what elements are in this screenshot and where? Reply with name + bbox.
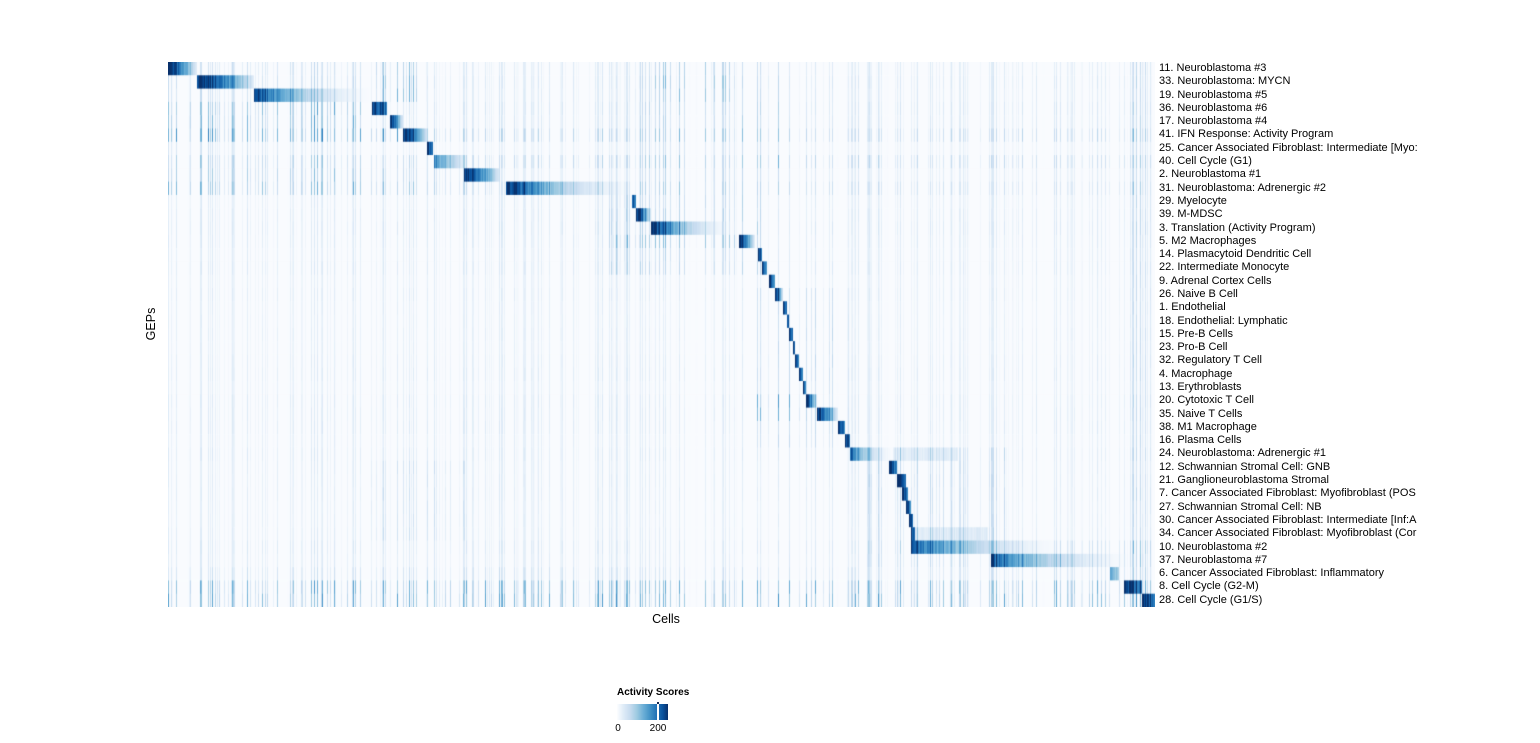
legend-title: Activity Scores: [617, 687, 690, 698]
legend-tick-nub: [657, 702, 659, 705]
row-label: 40. Cell Cycle (G1): [1159, 155, 1252, 168]
row-label: 28. Cell Cycle (G1/S): [1159, 593, 1263, 606]
row-label: 8. Cell Cycle (G2-M): [1159, 580, 1259, 593]
row-label: 4. Macrophage: [1159, 367, 1233, 380]
row-label: 34. Cancer Associated Fibroblast: Myofib…: [1159, 527, 1417, 540]
legend-max-label: 200: [649, 723, 667, 734]
row-label: 11. Neuroblastoma #3: [1159, 62, 1267, 74]
row-label: 32. Regulatory T Cell: [1159, 354, 1262, 367]
row-label: 31. Neuroblastoma: Adrenergic #2: [1159, 181, 1326, 194]
row-label-axis: 11. Neuroblastoma #3 33. Neuroblastoma: M…: [1159, 62, 1540, 607]
heatmap-canvas: [168, 62, 1155, 607]
row-label: 7. Cancer Associated Fibroblast: Myofibr…: [1159, 487, 1416, 500]
row-label: 21. Ganglioneuroblastoma Stromal: [1159, 474, 1329, 487]
row-label: 39. M-MDSC: [1159, 208, 1223, 221]
row-label: 36. Neuroblastoma #6: [1159, 101, 1268, 114]
row-label: 2. Neuroblastoma #1: [1159, 168, 1262, 181]
row-label: 16. Plasma Cells: [1159, 434, 1242, 447]
row-label: 37. Neuroblastoma #7: [1159, 553, 1268, 566]
legend-gradient-fill: [617, 704, 668, 720]
row-label: 3. Translation (Activity Program): [1159, 221, 1316, 234]
row-label: 19. Neuroblastoma #5: [1159, 88, 1268, 101]
row-label: 35. Naive T Cells: [1159, 407, 1243, 420]
row-label: 23. Pro-B Cell: [1159, 341, 1228, 354]
row-label: 5. M2 Macrophages: [1159, 234, 1257, 247]
row-label: 24. Neuroblastoma: Adrenergic #1: [1159, 447, 1326, 460]
row-label: 20. Cytotoxic T Cell: [1159, 394, 1254, 407]
row-label: 18. Endothelial: Lymphatic: [1159, 314, 1288, 327]
row-label: 33. Neuroblastoma: MYCN: [1159, 75, 1291, 88]
row-label: 9. Adrenal Cortex Cells: [1159, 274, 1272, 287]
row-label: 1. Endothelial: [1159, 301, 1226, 314]
row-label: 27. Schwannian Stromal Cell: NB: [1159, 500, 1322, 513]
legend-gradient-bar: [617, 702, 668, 720]
row-label: 17. Neuroblastoma #4: [1159, 115, 1268, 128]
row-label: 13. Erythroblasts: [1159, 381, 1242, 394]
x-axis-title: Cells: [652, 612, 680, 626]
row-label: 22. Intermediate Monocyte: [1159, 261, 1290, 274]
y-axis-title: GEPs: [144, 307, 158, 341]
row-label: 30. Cancer Associated Fibroblast: Interm…: [1159, 513, 1417, 526]
row-label: 12. Schwannian Stromal Cell: GNB: [1159, 460, 1331, 473]
legend-tick: [657, 704, 659, 720]
row-label: 38. M1 Macrophage: [1159, 420, 1257, 433]
row-label: 25. Cancer Associated Fibroblast: Interm…: [1159, 141, 1418, 154]
row-label: 26. Naive B Cell: [1159, 287, 1238, 300]
row-label: 41. IFN Response: Activity Program: [1159, 128, 1334, 141]
legend-min-label: 0: [615, 723, 621, 734]
row-label: 29. Myelocyte: [1159, 194, 1227, 207]
legend-tick-labels: 0 200: [615, 723, 697, 735]
row-label: 14. Plasmacytoid Dendritic Cell: [1159, 248, 1312, 261]
row-label: 10. Neuroblastoma #2: [1159, 540, 1268, 553]
row-label: 15. Pre-B Cells: [1159, 327, 1233, 340]
row-label: 6. Cancer Associated Fibroblast: Inflamm…: [1159, 567, 1384, 580]
activity-scores-legend: Activity Scores 0 200: [615, 687, 737, 739]
